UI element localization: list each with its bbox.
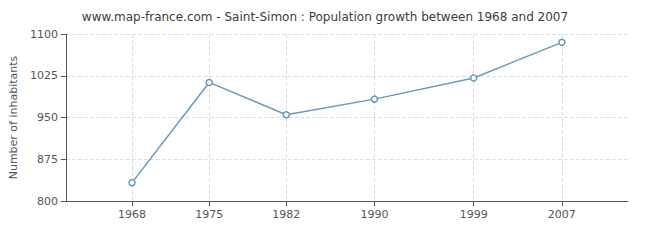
svg-text:1100: 1100 bbox=[30, 28, 58, 41]
svg-text:www.map-france.com - Saint-Sim: www.map-france.com - Saint-Simon : Popul… bbox=[82, 10, 568, 24]
svg-text:1999: 1999 bbox=[460, 208, 488, 221]
svg-text:950: 950 bbox=[37, 111, 58, 124]
svg-text:1968: 1968 bbox=[118, 208, 146, 221]
svg-text:1975: 1975 bbox=[195, 208, 223, 221]
svg-text:1982: 1982 bbox=[272, 208, 300, 221]
svg-text:Number of inhabitants: Number of inhabitants bbox=[7, 55, 20, 179]
svg-text:800: 800 bbox=[37, 195, 58, 208]
svg-text:875: 875 bbox=[37, 153, 58, 166]
svg-text:2007: 2007 bbox=[548, 208, 576, 221]
svg-text:1990: 1990 bbox=[361, 208, 389, 221]
svg-text:1025: 1025 bbox=[30, 69, 58, 82]
